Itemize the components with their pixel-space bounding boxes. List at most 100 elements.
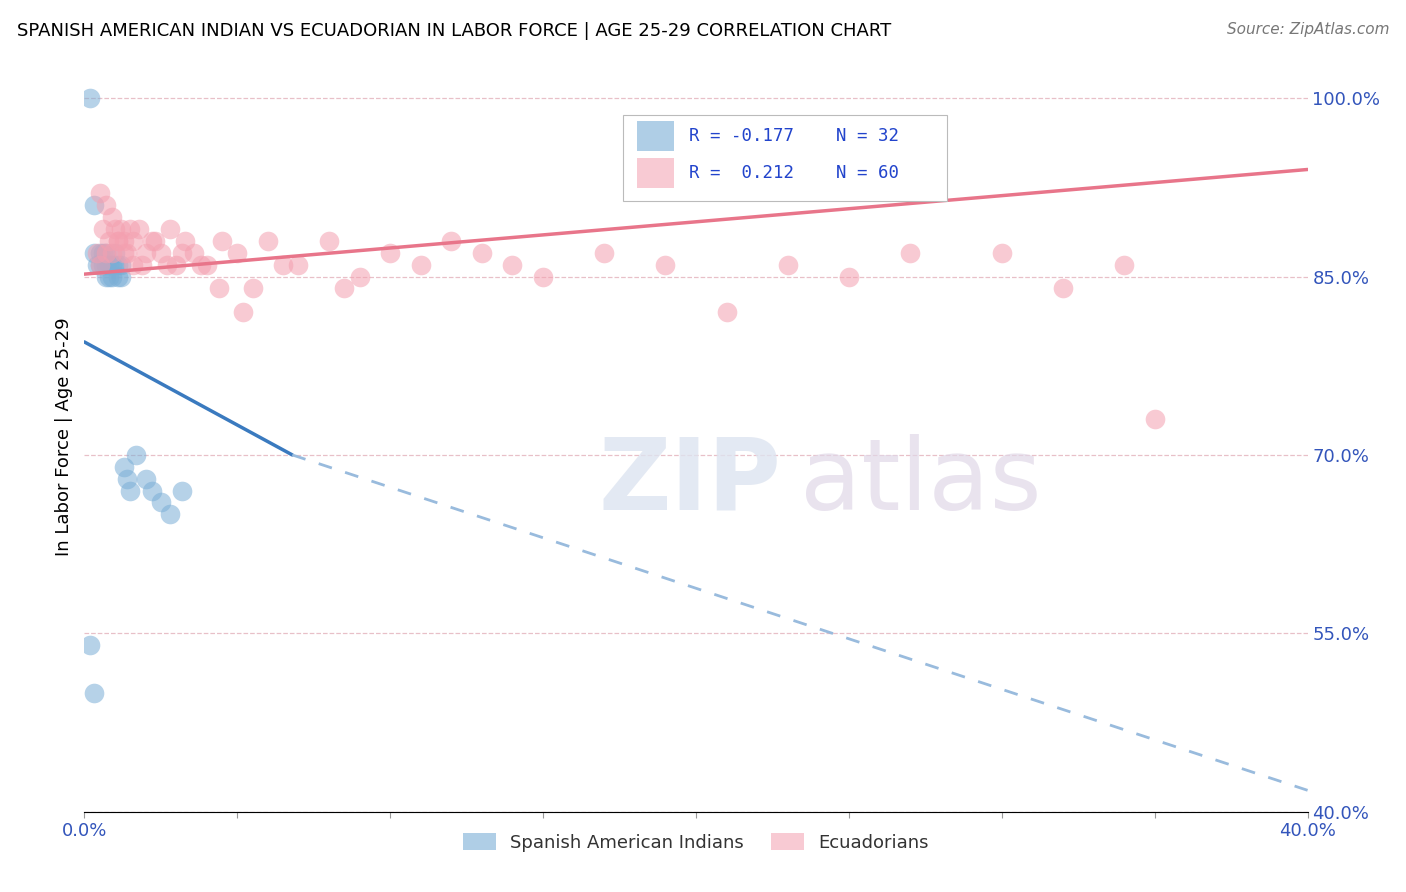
Point <box>716 305 738 319</box>
Point <box>172 483 194 498</box>
Text: atlas: atlas <box>800 434 1042 531</box>
Point <box>107 234 129 248</box>
Point <box>165 258 187 272</box>
Point <box>110 269 132 284</box>
Text: Source: ZipAtlas.com: Source: ZipAtlas.com <box>1226 22 1389 37</box>
Point <box>287 258 309 272</box>
Point <box>1052 281 1074 295</box>
Point <box>101 245 124 260</box>
Point <box>91 258 114 272</box>
Point <box>471 245 494 260</box>
Point <box>104 245 127 260</box>
Legend: Spanish American Indians, Ecuadorians: Spanish American Indians, Ecuadorians <box>456 826 936 859</box>
Point <box>149 495 172 509</box>
Point <box>208 281 231 295</box>
Point <box>79 91 101 105</box>
Point <box>159 222 181 236</box>
Point <box>141 234 163 248</box>
Point <box>112 234 135 248</box>
Point <box>174 234 197 248</box>
Point <box>83 198 105 212</box>
Point <box>190 258 212 272</box>
Bar <box>637 121 673 151</box>
Point <box>86 245 108 260</box>
Point <box>107 269 129 284</box>
Point <box>104 258 127 272</box>
Point <box>211 234 233 248</box>
Point <box>112 245 135 260</box>
Point <box>94 269 117 284</box>
Point <box>115 245 138 260</box>
Point <box>349 269 371 284</box>
Text: ZIP: ZIP <box>598 434 780 531</box>
Point <box>159 508 181 522</box>
Point <box>97 258 120 272</box>
Point <box>226 245 249 260</box>
Point <box>172 245 194 260</box>
Point <box>122 258 145 272</box>
Point <box>271 258 294 272</box>
Point <box>125 448 148 462</box>
Point <box>101 210 124 224</box>
Point <box>183 245 205 260</box>
Point <box>135 245 157 260</box>
Point <box>143 234 166 248</box>
Point <box>112 459 135 474</box>
Point <box>94 245 117 260</box>
Point <box>1114 258 1136 272</box>
Point <box>1143 412 1166 426</box>
Point <box>89 258 111 272</box>
Point <box>89 245 111 260</box>
Point <box>654 258 676 272</box>
Point <box>83 686 105 700</box>
Point <box>101 258 124 272</box>
Point <box>86 258 108 272</box>
Point <box>120 483 142 498</box>
Point <box>333 281 356 295</box>
Point <box>149 245 172 260</box>
Point <box>128 222 150 236</box>
Text: SPANISH AMERICAN INDIAN VS ECUADORIAN IN LABOR FORCE | AGE 25-29 CORRELATION CHA: SPANISH AMERICAN INDIAN VS ECUADORIAN IN… <box>17 22 891 40</box>
Point <box>898 245 921 260</box>
Y-axis label: In Labor Force | Age 25-29: In Labor Force | Age 25-29 <box>55 318 73 557</box>
Point <box>94 258 117 272</box>
Text: R = -0.177    N = 32: R = -0.177 N = 32 <box>689 127 898 145</box>
Point <box>110 258 132 272</box>
Point <box>97 269 120 284</box>
Point <box>318 234 340 248</box>
Point <box>83 245 105 260</box>
Point <box>257 234 280 248</box>
Point <box>89 258 111 272</box>
Point <box>440 234 463 248</box>
Point <box>97 234 120 248</box>
Point <box>91 245 114 260</box>
Point <box>195 258 218 272</box>
Point <box>502 258 524 272</box>
Bar <box>637 159 673 188</box>
Point <box>776 258 799 272</box>
Point <box>110 222 132 236</box>
Point <box>107 234 129 248</box>
Point <box>89 186 111 201</box>
Point <box>79 638 101 652</box>
Point <box>107 258 129 272</box>
Point <box>104 222 127 236</box>
Point <box>593 245 616 260</box>
Point <box>409 258 432 272</box>
Point <box>991 245 1014 260</box>
Point <box>115 472 138 486</box>
Point <box>120 222 142 236</box>
Point <box>91 222 114 236</box>
Point <box>131 258 153 272</box>
Point <box>101 269 124 284</box>
Point <box>232 305 254 319</box>
Text: R =  0.212    N = 60: R = 0.212 N = 60 <box>689 164 898 182</box>
Point <box>380 245 402 260</box>
FancyBboxPatch shape <box>623 115 946 201</box>
Point <box>838 269 860 284</box>
Point <box>135 472 157 486</box>
Point <box>141 483 163 498</box>
Point <box>531 269 554 284</box>
Point <box>94 198 117 212</box>
Point <box>242 281 264 295</box>
